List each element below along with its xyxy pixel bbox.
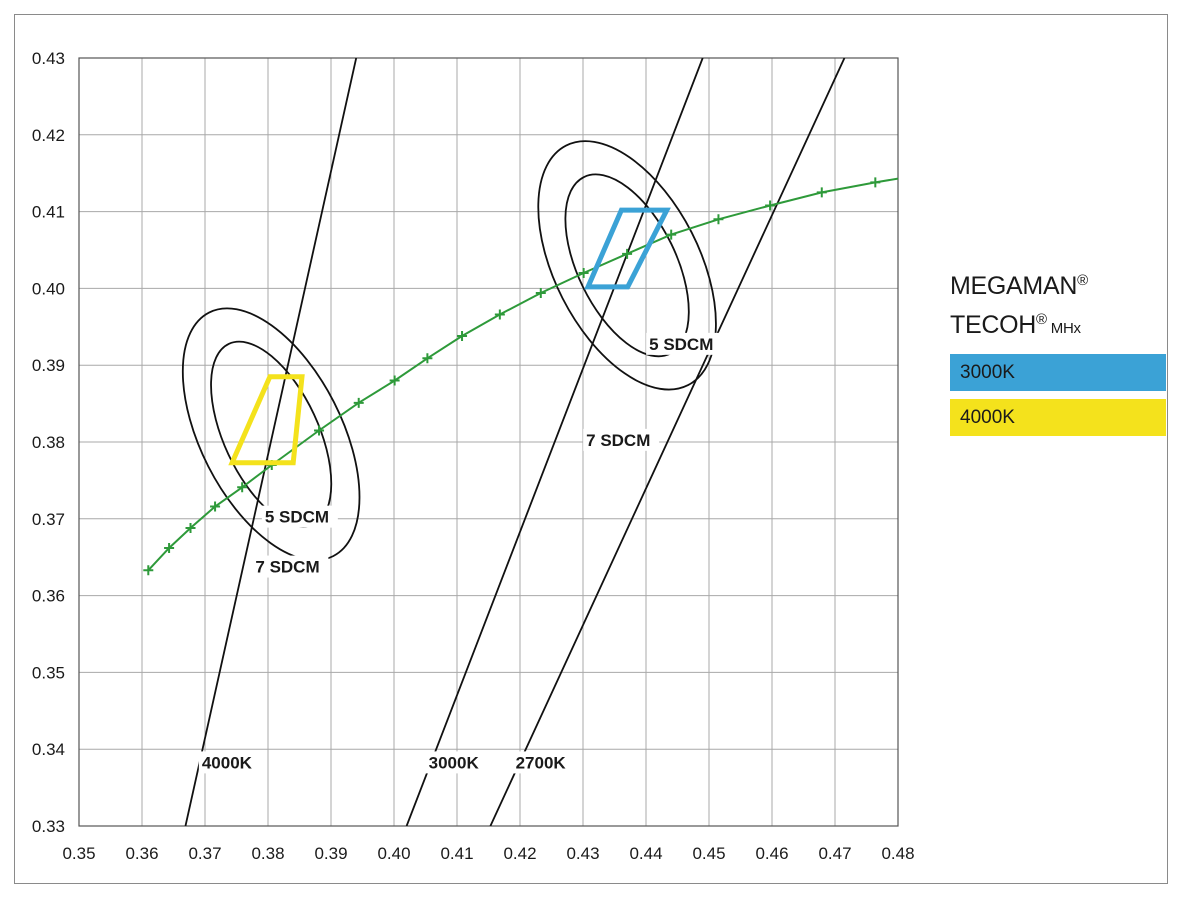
locus-marker bbox=[494, 309, 505, 320]
sdcm-label: 5 SDCM bbox=[649, 335, 713, 354]
locus-marker bbox=[457, 331, 468, 342]
legend-brand-line1: MEGAMAN® bbox=[950, 272, 1088, 300]
sdcm-label-bg bbox=[261, 505, 338, 528]
y-tick-label: 0.34 bbox=[32, 740, 65, 759]
sdcm-label: 7 SDCM bbox=[255, 558, 319, 577]
x-tick-label: 0.44 bbox=[629, 844, 662, 863]
isotherm-label-bg bbox=[425, 751, 486, 774]
plot-border bbox=[78, 57, 899, 827]
y-tick-label: 0.36 bbox=[32, 587, 65, 606]
locus-marker bbox=[816, 187, 827, 198]
y-tick-label: 0.39 bbox=[32, 356, 65, 375]
isotherm-label: 4000K bbox=[202, 753, 253, 772]
x-tick-label: 0.39 bbox=[314, 844, 347, 863]
x-tick-label: 0.46 bbox=[755, 844, 788, 863]
sdcm-ellipse bbox=[537, 140, 717, 391]
y-tick-label: 0.40 bbox=[32, 279, 65, 298]
sdcm-label: 7 SDCM bbox=[586, 431, 650, 450]
x-tick-label: 0.36 bbox=[125, 844, 158, 863]
x-tick-label: 0.40 bbox=[377, 844, 410, 863]
axes: 0.35 0.36 0.37 0.38 0.39 0.40 0.41 0.42 0.43 0.44… bbox=[32, 49, 915, 863]
locus-marker bbox=[765, 200, 776, 211]
x-tick-label: 0.43 bbox=[566, 844, 599, 863]
locus-marker bbox=[314, 425, 325, 436]
sdcm-label-bg bbox=[646, 332, 723, 355]
x-tick-label: 0.47 bbox=[818, 844, 851, 863]
locus-marker bbox=[622, 248, 633, 259]
legend-item-4000k: 4000K bbox=[950, 399, 1166, 436]
plot-area bbox=[143, 58, 898, 826]
sdcm-label-bg bbox=[252, 555, 329, 578]
isotherm-label-bg bbox=[512, 751, 573, 774]
isotherm-3000k bbox=[405, 58, 704, 826]
locus-marker bbox=[210, 501, 221, 512]
locus-marker bbox=[666, 229, 677, 240]
planckian-locus bbox=[147, 177, 898, 571]
locus-marker bbox=[185, 523, 196, 534]
locus-marker bbox=[353, 397, 364, 408]
x-tick-label: 0.35 bbox=[62, 844, 95, 863]
x-tick-label: 0.45 bbox=[692, 844, 725, 863]
locus-marker bbox=[164, 542, 175, 553]
x-tick-label: 0.37 bbox=[188, 844, 221, 863]
legend-brand-line2: TECOH®MHx bbox=[950, 311, 1081, 339]
y-tick-label: 0.33 bbox=[32, 817, 65, 836]
sdcm-label-bg bbox=[583, 428, 660, 451]
y-tick-label: 0.37 bbox=[32, 510, 65, 529]
legend: MEGAMAN® TECOH®MHx 3000K 4000K bbox=[950, 264, 1166, 436]
y-tick-label: 0.35 bbox=[32, 663, 65, 682]
legend-item-3000k: 3000K bbox=[950, 354, 1166, 391]
locus-marker bbox=[713, 214, 724, 225]
y-tick-label: 0.38 bbox=[32, 433, 65, 452]
locus-marker bbox=[389, 375, 400, 386]
sdcm-ellipse bbox=[181, 307, 361, 562]
annotations: 4000K 3000K 2700K 5 SDCM 7 SDCM 5 SDCM 7 SDCM bbox=[198, 207, 723, 774]
isotherm-4000k bbox=[184, 58, 358, 826]
x-tick-label: 0.42 bbox=[503, 844, 536, 863]
locus-marker bbox=[143, 565, 154, 576]
y-tick-label: 0.41 bbox=[32, 203, 65, 222]
isotherm-label: 3000K bbox=[429, 753, 480, 772]
sdcm-label: 5 SDCM bbox=[265, 508, 329, 527]
x-tick-label: 0.41 bbox=[440, 844, 473, 863]
quadrangle-4000k bbox=[228, 374, 305, 466]
locus-marker bbox=[422, 353, 433, 364]
x-tick-label: 0.38 bbox=[251, 844, 284, 863]
y-tick-label: 0.42 bbox=[32, 126, 65, 145]
quadrangle-3000k bbox=[584, 207, 671, 290]
isotherm-label-bg bbox=[198, 751, 259, 774]
y-tick-label: 0.43 bbox=[32, 49, 65, 68]
locus-marker bbox=[870, 177, 881, 188]
isotherm-2700k bbox=[489, 58, 846, 826]
isotherm-label: 2700K bbox=[516, 753, 567, 772]
locus-marker bbox=[237, 482, 248, 493]
locus-marker bbox=[535, 288, 546, 299]
grid bbox=[78, 57, 899, 827]
x-tick-label: 0.48 bbox=[881, 844, 914, 863]
locus-marker bbox=[578, 268, 589, 279]
